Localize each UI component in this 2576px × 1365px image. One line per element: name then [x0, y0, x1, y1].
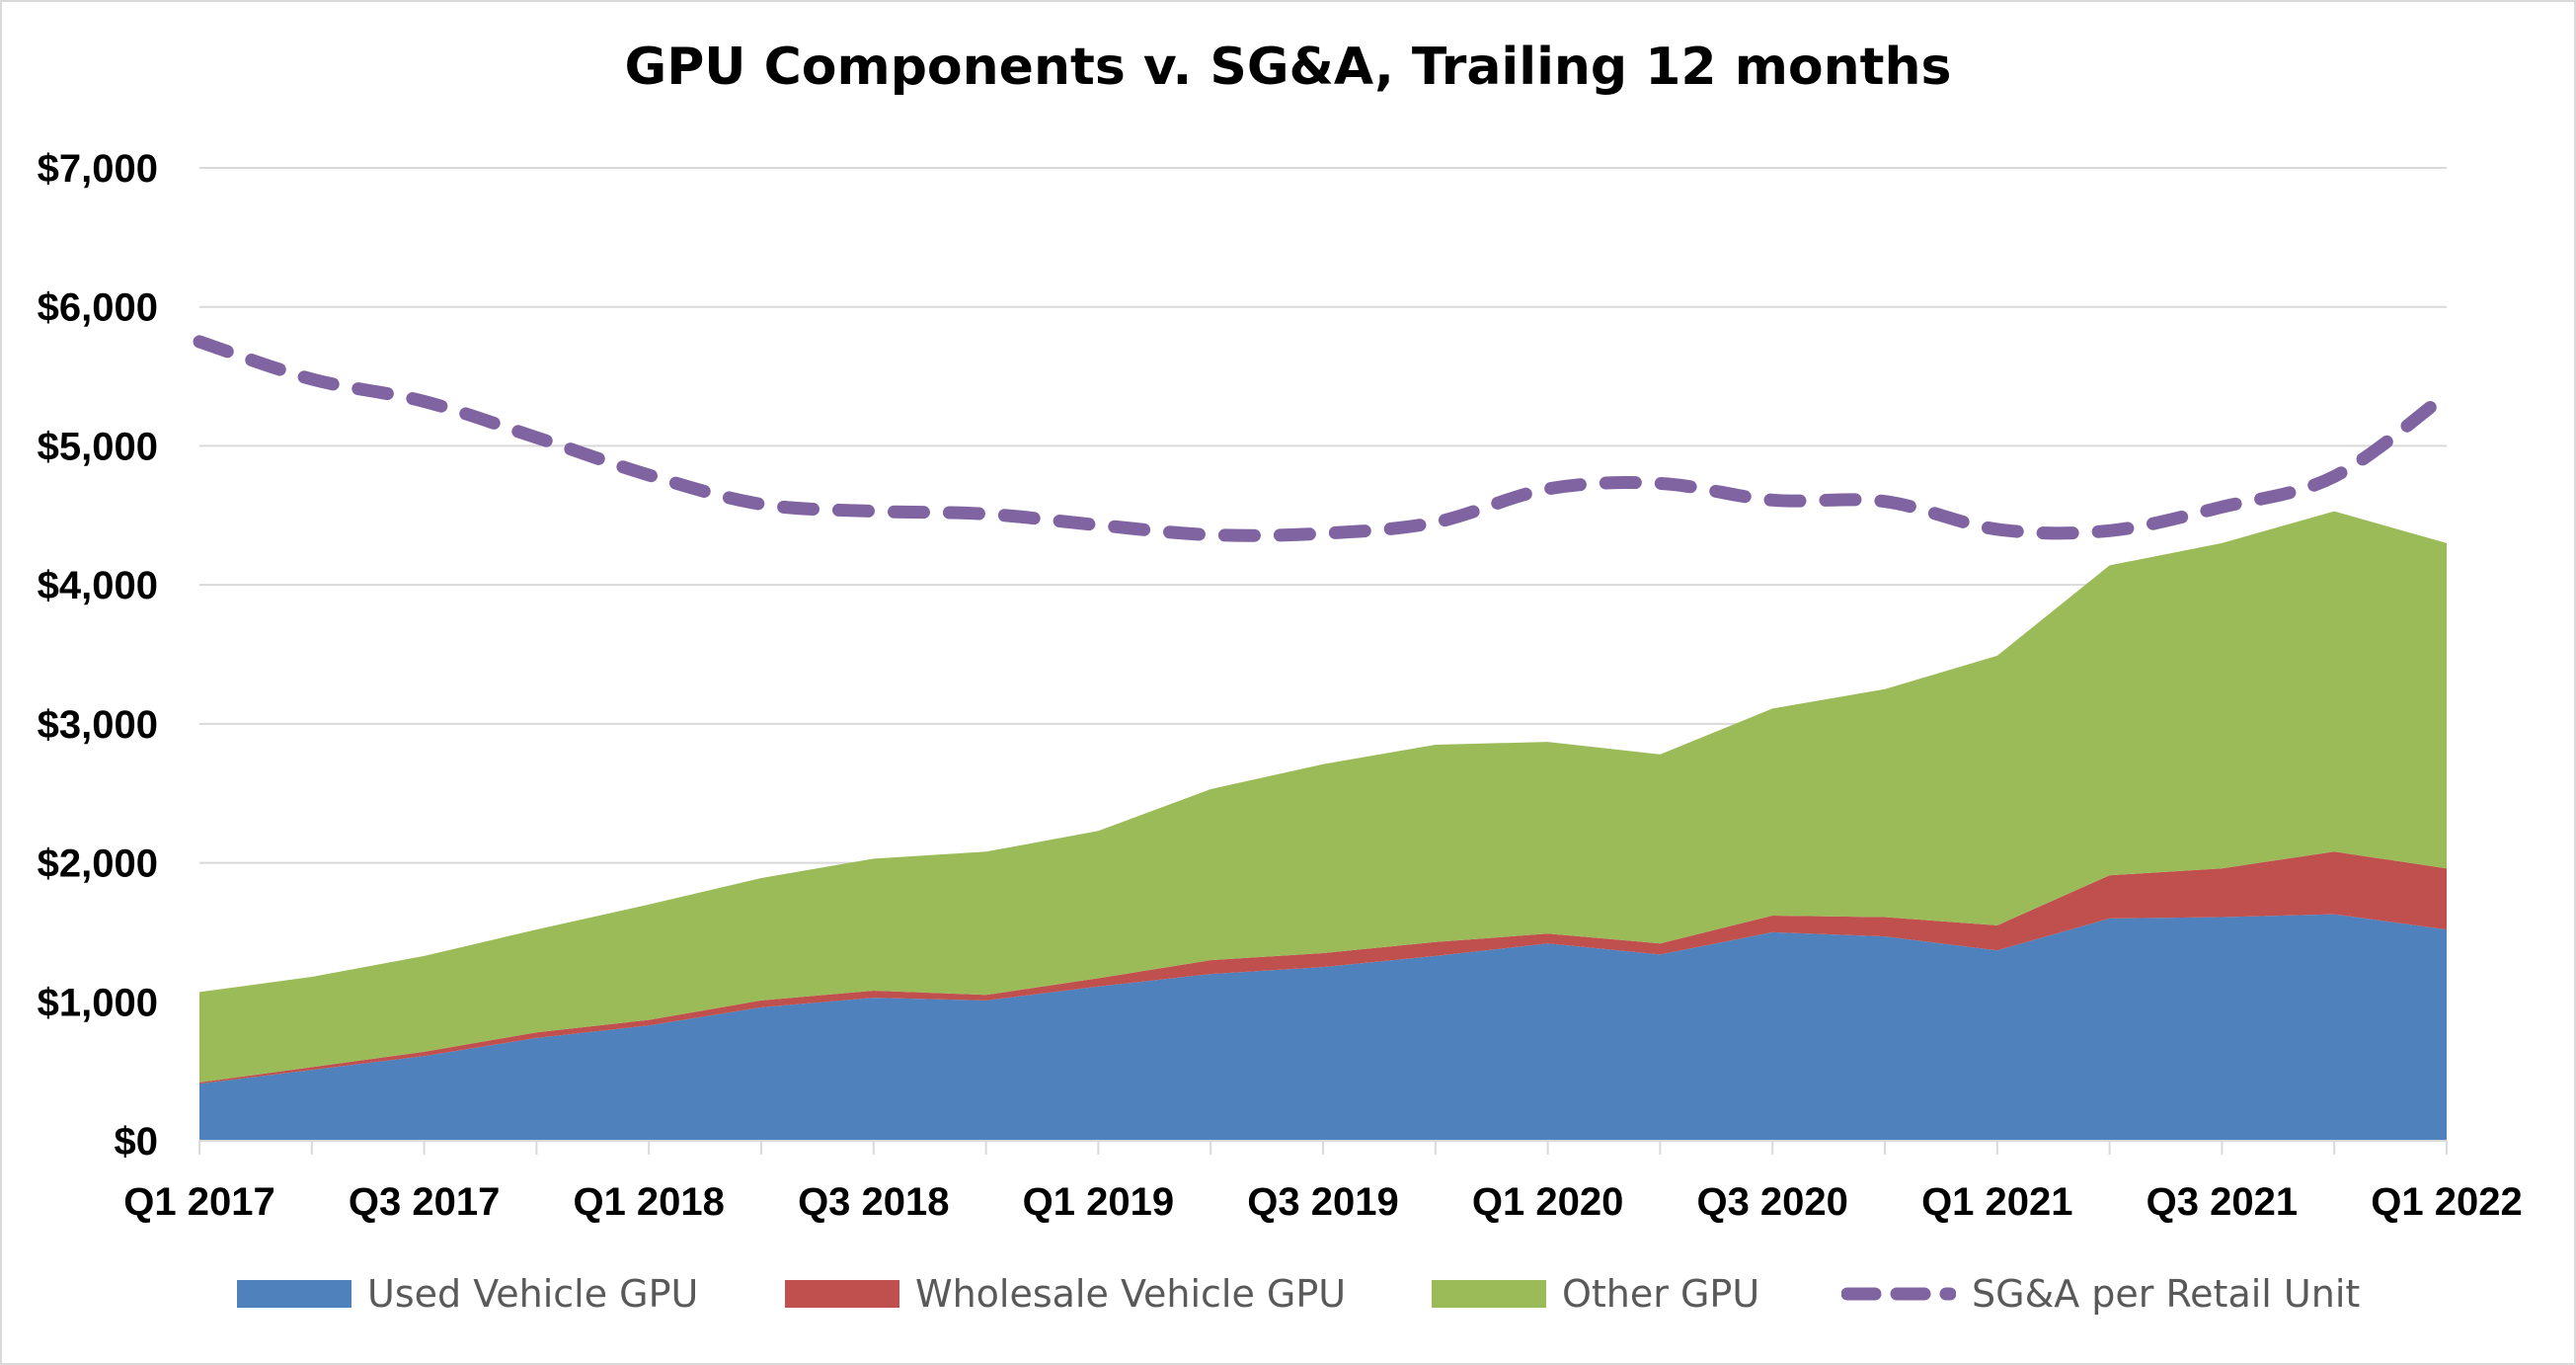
- y-tick-label: $5,000: [38, 425, 158, 468]
- x-tick-label: Q3 2018: [798, 1180, 949, 1224]
- x-tick-label: Q1 2018: [573, 1180, 724, 1224]
- legend-label-other-gpu: Other GPU: [1562, 1272, 1760, 1316]
- x-tick-label: Q3 2021: [2147, 1180, 2298, 1224]
- line-sga-per-retail-unit: [193, 335, 2454, 542]
- legend-item-wholesale-vehicle-gpu: Wholesale Vehicle GPU: [785, 1264, 1346, 1324]
- x-tick-label: Q1 2017: [123, 1180, 274, 1224]
- legend-item-sga-per-retail-unit: SG&A per Retail Unit: [1840, 1264, 2361, 1324]
- area-other-gpu: [199, 511, 2447, 1083]
- legend-label-sga-per-retail-unit: SG&A per Retail Unit: [1972, 1272, 2361, 1316]
- y-tick-label: $6,000: [38, 286, 158, 330]
- legend-item-used-vehicle-gpu: Used Vehicle GPU: [237, 1264, 698, 1324]
- chart-legend: Used Vehicle GPU Wholesale Vehicle GPU O…: [0, 1264, 2576, 1324]
- x-tick-label: Q3 2017: [349, 1180, 500, 1224]
- x-tick-label: Q1 2022: [2371, 1180, 2522, 1224]
- x-tick-label: Q1 2019: [1023, 1180, 1174, 1224]
- x-tick-label: Q1 2020: [1472, 1180, 1623, 1224]
- x-tick-label: Q3 2019: [1247, 1180, 1398, 1224]
- legend-swatch-other-gpu: [1432, 1280, 1546, 1308]
- area-used-vehicle-gpu: [199, 914, 2447, 1141]
- x-tick-label: Q3 2020: [1696, 1180, 1847, 1224]
- x-tick-label: Q1 2021: [1921, 1180, 2072, 1224]
- legend-label-used-vehicle-gpu: Used Vehicle GPU: [367, 1272, 699, 1316]
- y-tick-label: $0: [115, 1120, 159, 1164]
- y-tick-label: $2,000: [38, 843, 158, 886]
- y-tick-label: $3,000: [38, 703, 158, 747]
- area-wholesale-vehicle-gpu: [199, 851, 2447, 1084]
- legend-item-other-gpu: Other GPU: [1432, 1264, 1759, 1324]
- y-tick-label: $1,000: [38, 981, 158, 1024]
- chart-title: GPU Components v. SG&A, Trailing 12 mont…: [624, 38, 1952, 97]
- y-tick-label: $4,000: [38, 564, 158, 607]
- legend-swatch-used-vehicle-gpu: [237, 1280, 351, 1308]
- legend-swatch-wholesale-vehicle-gpu: [785, 1280, 899, 1308]
- y-tick-label: $7,000: [38, 147, 158, 191]
- legend-swatch-sga-per-retail-unit: [1840, 1280, 1957, 1308]
- legend-label-wholesale-vehicle-gpu: Wholesale Vehicle GPU: [915, 1272, 1347, 1316]
